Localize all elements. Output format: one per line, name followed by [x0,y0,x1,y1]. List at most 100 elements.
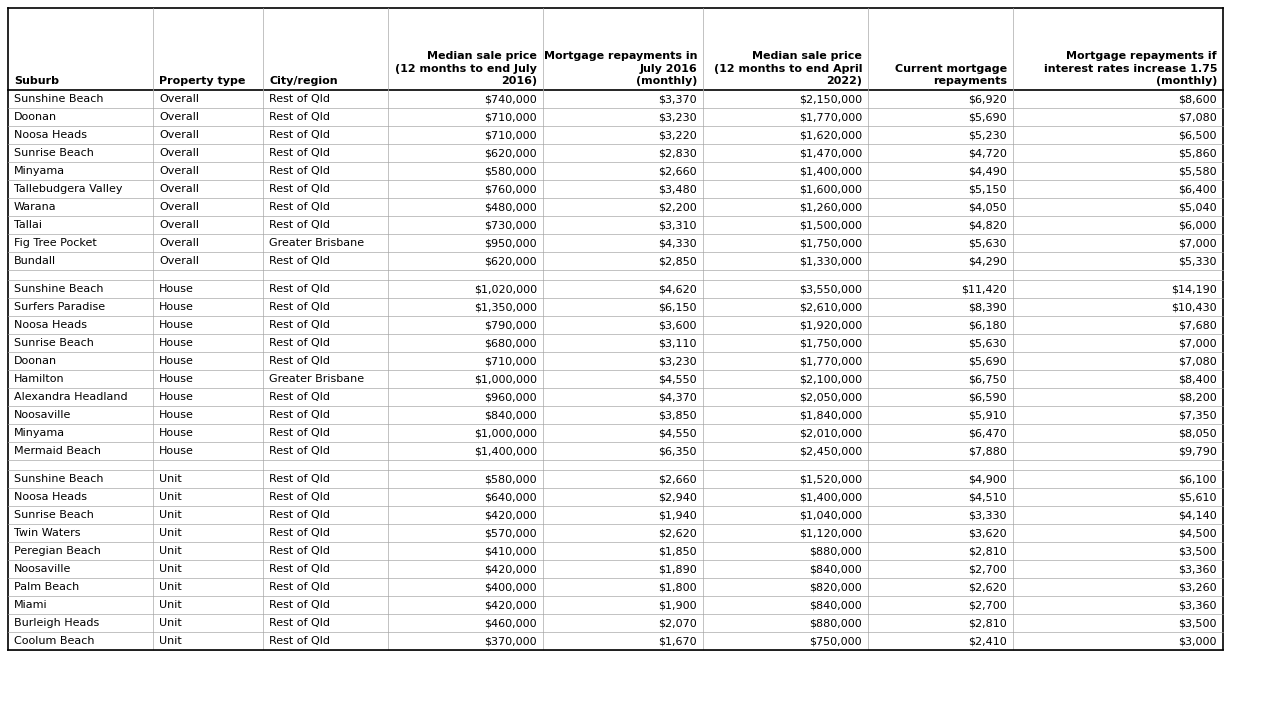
Text: $3,480: $3,480 [658,184,698,194]
Text: $640,000: $640,000 [484,492,538,502]
Text: Rest of Qld: Rest of Qld [269,220,330,230]
Text: Noosa Heads: Noosa Heads [14,130,87,140]
Text: $1,900: $1,900 [658,600,698,610]
Text: Overall: Overall [159,130,198,140]
Text: Sunshine Beach: Sunshine Beach [14,474,104,484]
Text: Noosa Heads: Noosa Heads [14,320,87,330]
Text: Twin Waters: Twin Waters [14,528,81,538]
Text: $3,360: $3,360 [1179,564,1217,574]
Text: $5,910: $5,910 [969,410,1007,420]
Bar [8,596,1222,614]
Text: $4,370: $4,370 [658,392,698,402]
Text: $1,000,000: $1,000,000 [474,374,538,384]
Text: $1,330,000: $1,330,000 [799,256,861,266]
Text: $9,790: $9,790 [1178,446,1217,456]
Text: Current mortgage
repayments: Current mortgage repayments [895,63,1007,86]
Text: Rest of Qld: Rest of Qld [269,148,330,158]
Text: $1,260,000: $1,260,000 [799,202,861,212]
Text: $5,230: $5,230 [969,130,1007,140]
Text: $8,600: $8,600 [1179,94,1217,104]
Text: $620,000: $620,000 [484,256,538,266]
Text: $2,150,000: $2,150,000 [799,94,861,104]
Text: Median sale price
(12 months to end July
2016): Median sale price (12 months to end July… [396,51,538,86]
Text: $5,690: $5,690 [969,112,1007,122]
Text: $7,350: $7,350 [1179,410,1217,420]
Text: $2,810: $2,810 [968,546,1007,556]
Text: Property type: Property type [159,76,246,86]
Text: Rest of Qld: Rest of Qld [269,528,330,538]
Text: Overall: Overall [159,148,198,158]
Text: $410,000: $410,000 [484,546,538,556]
Text: $5,860: $5,860 [1179,148,1217,158]
Text: $2,830: $2,830 [658,148,698,158]
Text: $840,000: $840,000 [809,600,861,610]
Text: $5,690: $5,690 [969,356,1007,366]
Text: Unit: Unit [159,618,182,628]
Bar [8,90,1222,108]
Text: Unit: Unit [159,474,182,484]
Text: Rest of Qld: Rest of Qld [269,184,330,194]
Text: Rest of Qld: Rest of Qld [269,510,330,520]
Text: $1,020,000: $1,020,000 [474,284,538,294]
Bar [8,370,1222,388]
Bar [8,298,1222,316]
Text: $1,000,000: $1,000,000 [474,428,538,438]
Text: Overall: Overall [159,184,198,194]
Text: $7,080: $7,080 [1179,356,1217,366]
Bar [8,442,1222,460]
Text: $3,360: $3,360 [1179,600,1217,610]
Text: House: House [159,338,193,348]
Text: Mortgage repayments in
July 2016
(monthly): Mortgage repayments in July 2016 (monthl… [544,51,698,86]
Text: Noosaville: Noosaville [14,564,72,574]
Text: Rest of Qld: Rest of Qld [269,410,330,420]
Bar [8,252,1222,270]
Text: $880,000: $880,000 [809,546,861,556]
Text: $3,370: $3,370 [658,94,698,104]
Text: $2,620: $2,620 [968,582,1007,592]
Text: Sunshine Beach: Sunshine Beach [14,94,104,104]
Text: $10,430: $10,430 [1171,302,1217,312]
Text: $1,770,000: $1,770,000 [799,356,861,366]
Text: $6,470: $6,470 [968,428,1007,438]
Text: $1,750,000: $1,750,000 [799,238,861,248]
Text: $3,230: $3,230 [658,356,698,366]
Text: $3,230: $3,230 [658,112,698,122]
Text: $3,850: $3,850 [658,410,698,420]
Bar [8,524,1222,542]
Text: Noosaville: Noosaville [14,410,72,420]
Text: House: House [159,410,193,420]
Text: Rest of Qld: Rest of Qld [269,256,330,266]
Text: $840,000: $840,000 [809,564,861,574]
Text: $460,000: $460,000 [484,618,538,628]
Text: $840,000: $840,000 [484,410,538,420]
Text: Tallai: Tallai [14,220,42,230]
Text: Rest of Qld: Rest of Qld [269,130,330,140]
Text: $8,390: $8,390 [968,302,1007,312]
Text: Unit: Unit [159,600,182,610]
Bar [8,234,1222,252]
Text: $7,000: $7,000 [1179,338,1217,348]
Text: $5,040: $5,040 [1179,202,1217,212]
Text: $580,000: $580,000 [484,474,538,484]
Text: City/region: City/region [269,76,338,86]
Text: $6,180: $6,180 [969,320,1007,330]
Text: $6,350: $6,350 [658,446,698,456]
Text: $14,190: $14,190 [1171,284,1217,294]
Text: Sunrise Beach: Sunrise Beach [14,510,93,520]
Text: $790,000: $790,000 [484,320,538,330]
Text: Warana: Warana [14,202,56,212]
Text: Fig Tree Pocket: Fig Tree Pocket [14,238,97,248]
Text: $1,770,000: $1,770,000 [799,112,861,122]
Text: $2,850: $2,850 [658,256,698,266]
Text: Rest of Qld: Rest of Qld [269,94,330,104]
Text: $3,110: $3,110 [658,338,698,348]
Text: $1,120,000: $1,120,000 [799,528,861,538]
Text: $3,600: $3,600 [658,320,698,330]
Text: $4,140: $4,140 [1179,510,1217,520]
Text: $710,000: $710,000 [484,130,538,140]
Text: Surfers Paradise: Surfers Paradise [14,302,105,312]
Text: Rest of Qld: Rest of Qld [269,564,330,574]
Text: $880,000: $880,000 [809,618,861,628]
Text: Tallebudgera Valley: Tallebudgera Valley [14,184,123,194]
Text: Unit: Unit [159,582,182,592]
